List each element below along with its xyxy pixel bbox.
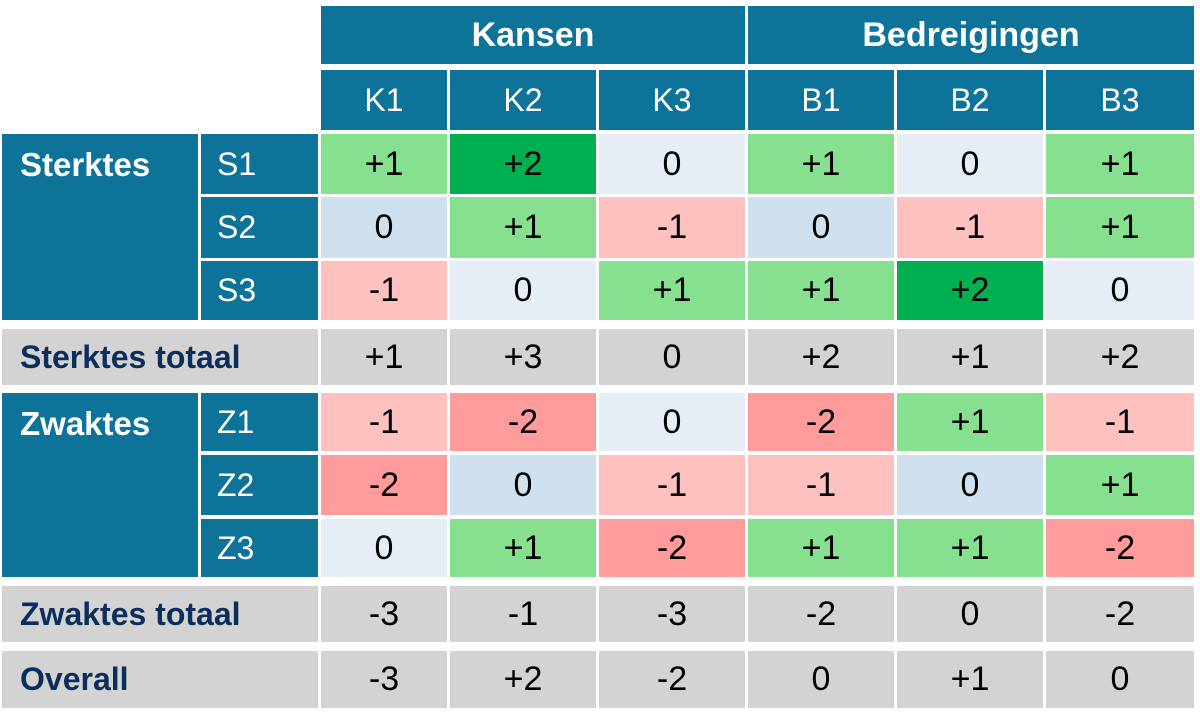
matrix-cell-z2-k1: -2 [321, 455, 447, 515]
group-header-bedreigingen: Bedreigingen [748, 6, 1194, 64]
matrix-cell-s1-b2: 0 [897, 134, 1043, 194]
section-label-zwaktes: Zwaktes [2, 393, 198, 577]
matrix-cell-z2-b3: +1 [1046, 455, 1194, 515]
overall-cell-b1: 0 [748, 651, 894, 708]
matrix-cell-z1-k1: -1 [321, 393, 447, 451]
total-cell-zwaktes-b3: -2 [1046, 586, 1194, 642]
matrix-cell-z1-k3: 0 [599, 393, 745, 451]
total-label-zwaktes: Zwaktes totaal [2, 586, 318, 642]
matrix-cell-s2-k3: -1 [599, 197, 745, 258]
total-cell-sterktes-b1: +2 [748, 329, 894, 385]
matrix-cell-s1-k1: +1 [321, 134, 447, 194]
matrix-cell-s3-b3: 0 [1046, 261, 1194, 320]
row-label-z3: Z3 [201, 519, 318, 577]
matrix-cell-z1-b3: -1 [1046, 393, 1194, 451]
column-header-k1: K1 [321, 70, 447, 130]
row-label-s2: S2 [201, 197, 318, 258]
overall-label: Overall [2, 651, 318, 708]
column-header-b3: B3 [1046, 70, 1194, 130]
matrix-cell-z1-k2: -2 [450, 393, 596, 451]
total-cell-zwaktes-k3: -3 [599, 586, 745, 642]
matrix-cell-s2-b1: 0 [748, 197, 894, 258]
matrix-cell-s2-k1: 0 [321, 197, 447, 258]
matrix-cell-z3-b2: +1 [897, 519, 1043, 577]
matrix-cell-z2-k3: -1 [599, 455, 745, 515]
section-label-sterktes: Sterktes [2, 134, 198, 320]
matrix-cell-z1-b2: +1 [897, 393, 1043, 451]
matrix-cell-z3-k3: -2 [599, 519, 745, 577]
overall-cell-k2: +2 [450, 651, 596, 708]
matrix-cell-s1-k3: 0 [599, 134, 745, 194]
matrix-cell-s1-b3: +1 [1046, 134, 1194, 194]
column-header-b2: B2 [897, 70, 1043, 130]
row-label-z2: Z2 [201, 455, 318, 515]
total-label-sterktes: Sterktes totaal [2, 329, 318, 385]
matrix-cell-s3-b2: +2 [897, 261, 1043, 320]
matrix-cell-z3-k1: 0 [321, 519, 447, 577]
matrix-cell-s3-k1: -1 [321, 261, 447, 320]
overall-cell-b3: 0 [1046, 651, 1194, 708]
total-cell-zwaktes-k1: -3 [321, 586, 447, 642]
matrix-cell-s1-k2: +2 [450, 134, 596, 194]
matrix-cell-z3-k2: +1 [450, 519, 596, 577]
matrix-cell-s1-b1: +1 [748, 134, 894, 194]
total-cell-sterktes-b3: +2 [1046, 329, 1194, 385]
row-label-z1: Z1 [201, 393, 318, 451]
matrix-cell-z3-b1: +1 [748, 519, 894, 577]
matrix-cell-z2-k2: 0 [450, 455, 596, 515]
matrix-cell-s3-k2: 0 [450, 261, 596, 320]
total-cell-sterktes-k3: 0 [599, 329, 745, 385]
total-cell-sterktes-b2: +1 [897, 329, 1043, 385]
row-label-s3: S3 [201, 261, 318, 320]
matrix-cell-s3-b1: +1 [748, 261, 894, 320]
matrix-cell-z3-b3: -2 [1046, 519, 1194, 577]
overall-cell-k1: -3 [321, 651, 447, 708]
row-label-s1: S1 [201, 134, 318, 194]
column-header-k3: K3 [599, 70, 745, 130]
total-cell-zwaktes-k2: -1 [450, 586, 596, 642]
total-cell-sterktes-k1: +1 [321, 329, 447, 385]
matrix-cell-z1-b1: -2 [748, 393, 894, 451]
group-header-kansen: Kansen [321, 6, 745, 64]
column-header-b1: B1 [748, 70, 894, 130]
matrix-cell-s2-k2: +1 [450, 197, 596, 258]
matrix-cell-z2-b1: -1 [748, 455, 894, 515]
column-header-k2: K2 [450, 70, 596, 130]
overall-cell-b2: +1 [897, 651, 1043, 708]
overall-cell-k3: -2 [599, 651, 745, 708]
matrix-cell-z2-b2: 0 [897, 455, 1043, 515]
matrix-cell-s3-k3: +1 [599, 261, 745, 320]
total-cell-sterktes-k2: +3 [450, 329, 596, 385]
matrix-cell-s2-b2: -1 [897, 197, 1043, 258]
total-cell-zwaktes-b2: 0 [897, 586, 1043, 642]
total-cell-zwaktes-b1: -2 [748, 586, 894, 642]
matrix-cell-s2-b3: +1 [1046, 197, 1194, 258]
